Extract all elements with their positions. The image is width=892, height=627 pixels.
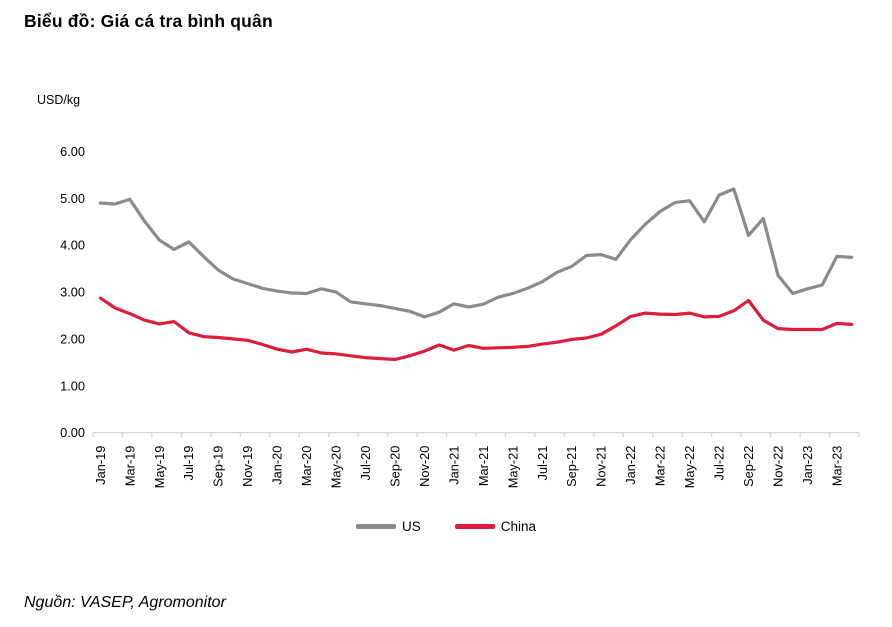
svg-text:Jan-21: Jan-21: [446, 446, 461, 485]
svg-text:May-22: May-22: [682, 446, 697, 489]
legend-item-us: US: [355, 519, 421, 534]
svg-text:Sep-19: Sep-19: [211, 446, 226, 487]
svg-text:0.00: 0.00: [60, 425, 85, 440]
y-axis-labels: 0.00 1.00 2.00 3.00 4.00 5.00 6.00: [60, 144, 85, 440]
chart-legend: US China: [0, 519, 892, 534]
svg-text:Mar-20: Mar-20: [299, 446, 314, 487]
source-note: Nguồn: VASEP, Agromonitor: [24, 594, 226, 611]
svg-text:Sep-22: Sep-22: [741, 446, 756, 487]
svg-text:Nov-22: Nov-22: [770, 446, 785, 487]
svg-text:4.00: 4.00: [60, 238, 85, 253]
svg-text:Mar-23: Mar-23: [829, 446, 844, 487]
svg-text:Mar-19: Mar-19: [122, 446, 137, 487]
svg-text:1.00: 1.00: [60, 378, 85, 393]
page-title: Biểu đồ: Giá cá tra bình quân: [24, 11, 273, 31]
svg-text:May-21: May-21: [505, 446, 520, 489]
us-line-swatch: [355, 524, 396, 529]
svg-text:5.00: 5.00: [60, 191, 85, 206]
svg-text:Jan-23: Jan-23: [800, 446, 815, 485]
x-axis-labels: Jan-19 Mar-19 May-19 Jul-19 Sep-19 Nov-19 Jan-…: [93, 446, 845, 489]
legend-label-china: China: [500, 519, 537, 534]
svg-text:Sep-20: Sep-20: [387, 446, 402, 487]
svg-text:Jan-22: Jan-22: [623, 446, 638, 485]
y-axis-unit-label: USD/kg: [37, 93, 81, 107]
svg-text:Mar-21: Mar-21: [476, 446, 491, 487]
legend-label-us: US: [401, 519, 421, 534]
x-axis-tick-marks: [92, 432, 860, 438]
svg-text:6.00: 6.00: [60, 144, 85, 159]
svg-text:Jul-19: Jul-19: [181, 446, 196, 481]
svg-text:Mar-22: Mar-22: [653, 446, 668, 487]
us-series-line: [98, 187, 854, 319]
svg-text:Jan-19: Jan-19: [93, 446, 108, 485]
svg-text:Jul-20: Jul-20: [358, 446, 373, 481]
china-series-line: [98, 296, 854, 362]
svg-text:Sep-21: Sep-21: [564, 446, 579, 487]
svg-text:3.00: 3.00: [60, 285, 85, 300]
svg-text:2.00: 2.00: [60, 331, 85, 346]
svg-text:May-19: May-19: [152, 446, 167, 489]
svg-text:Nov-20: Nov-20: [417, 446, 432, 487]
svg-text:Nov-21: Nov-21: [594, 446, 609, 487]
svg-text:Jul-21: Jul-21: [535, 446, 550, 481]
svg-text:Nov-19: Nov-19: [240, 446, 255, 487]
svg-text:Jul-22: Jul-22: [712, 446, 727, 481]
china-line-swatch: [454, 524, 495, 529]
legend-item-china: China: [454, 519, 537, 534]
svg-text:May-20: May-20: [329, 446, 344, 489]
svg-text:Jan-20: Jan-20: [270, 446, 285, 485]
